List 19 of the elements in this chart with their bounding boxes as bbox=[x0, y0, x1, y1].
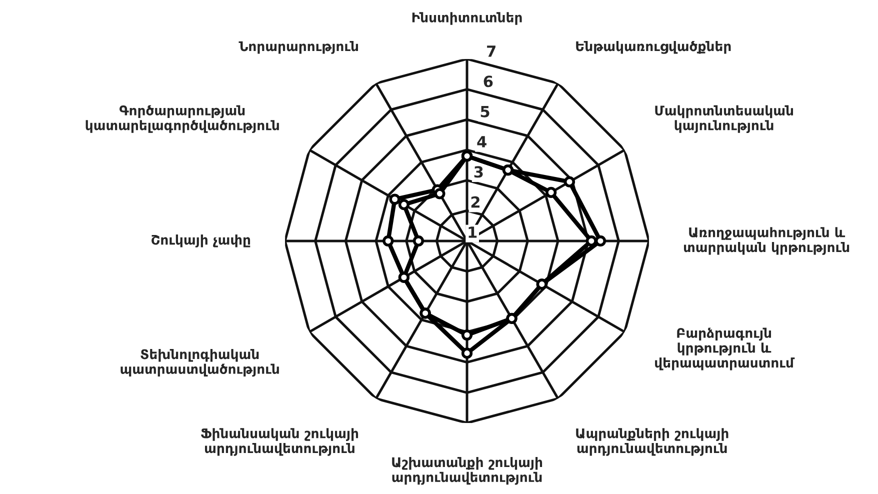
y-tick-label: 1 bbox=[468, 226, 477, 238]
y-tick-label: 7 bbox=[487, 46, 496, 57]
spoke-label: Առողջապահություն և տարրական կրթություն bbox=[684, 227, 850, 255]
y-tick-label: 6 bbox=[484, 76, 493, 88]
spoke-label: Ինստիտուտներ bbox=[412, 12, 522, 25]
y-tick-label: 5 bbox=[480, 106, 490, 118]
spoke-label: Աշխատանքի շուկայի արդյունավետություն bbox=[392, 457, 542, 485]
spoke-label: Շուկայի չափը bbox=[152, 234, 250, 248]
spoke-label: Նորարարություն bbox=[238, 41, 358, 54]
spoke-label: Ֆինանսական շուկայի արդյունավետություն bbox=[201, 428, 358, 456]
spoke-label: Բարձրագույն կրթություն և վերապատրաստում bbox=[655, 328, 795, 370]
y-tick-label: 3 bbox=[474, 166, 483, 178]
spoke-label: Մակրոտնտեսական կայունություն bbox=[655, 105, 794, 133]
spoke-label: Տեխնոլոգիական պատրաստվածություն bbox=[120, 348, 279, 377]
y-tick-label: 2 bbox=[471, 196, 480, 208]
y-tick-label: 4 bbox=[477, 136, 486, 148]
spoke-label: Ենթակառուցվածքներ bbox=[576, 41, 731, 54]
spoke-label: Ապրանքների շուկայի արդյունավետություն bbox=[576, 428, 728, 456]
spoke-label: Գործարարության կատարելագործվածություն bbox=[86, 105, 279, 133]
